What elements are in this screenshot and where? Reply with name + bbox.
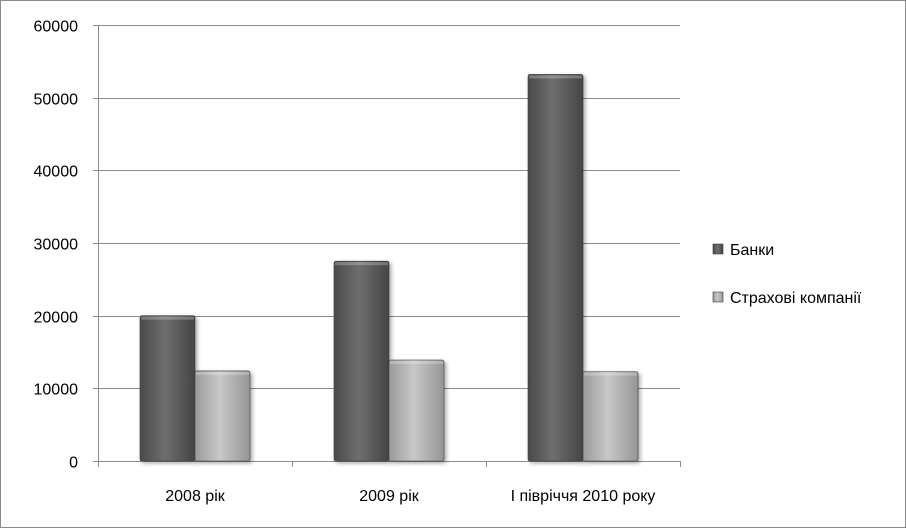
bar bbox=[333, 260, 390, 462]
bars bbox=[139, 74, 639, 462]
bar-body bbox=[333, 260, 390, 462]
y-tick-label: 10000 bbox=[34, 382, 79, 399]
bar bbox=[194, 370, 251, 462]
y-tick-label: 20000 bbox=[34, 310, 79, 327]
y-tick-label: 40000 bbox=[34, 164, 79, 181]
bar bbox=[582, 371, 639, 462]
x-category-label: І півріччя 2010 року bbox=[511, 488, 656, 505]
y-tick-label: 0 bbox=[69, 455, 78, 472]
bar-body bbox=[388, 359, 445, 462]
bar-body bbox=[194, 370, 251, 462]
x-category-label: 2009 рік bbox=[359, 488, 419, 505]
y-tick-label: 30000 bbox=[34, 237, 79, 254]
y-tick-label: 60000 bbox=[34, 19, 79, 36]
bar-body bbox=[139, 315, 196, 462]
bar bbox=[388, 359, 445, 462]
legend-swatch bbox=[712, 243, 724, 255]
axes bbox=[93, 25, 681, 467]
legend-swatch bbox=[712, 291, 724, 303]
legend: Банки Страхові компанії bbox=[712, 242, 862, 307]
x-category-label: 2008 рік bbox=[165, 488, 225, 505]
bar-body bbox=[582, 371, 639, 462]
bar-highlight bbox=[529, 75, 582, 79]
bar bbox=[527, 74, 584, 462]
bar-body bbox=[527, 74, 584, 462]
bar-highlight bbox=[335, 262, 388, 266]
bar-highlight bbox=[584, 372, 637, 376]
bar-highlight bbox=[141, 316, 194, 320]
bar bbox=[139, 315, 196, 462]
legend-label: Страхові компанії bbox=[730, 290, 862, 307]
bar-highlight bbox=[196, 371, 249, 375]
bar-highlight bbox=[390, 360, 443, 364]
y-tick-label: 50000 bbox=[34, 92, 79, 109]
legend-label: Банки bbox=[730, 242, 774, 259]
axis-labels: 0 10000 20000 30000 40000 50000 60000 2008 рік 2… bbox=[34, 19, 656, 506]
